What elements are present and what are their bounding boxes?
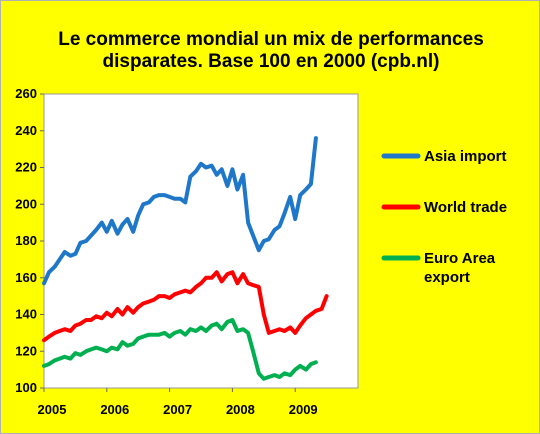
- series-line-0: [42, 136, 318, 286]
- x-tick-label: 2009: [289, 402, 318, 417]
- y-tick-label: 160: [15, 270, 37, 285]
- y-tick-label: 220: [15, 160, 37, 175]
- series-line-1: [42, 270, 329, 343]
- x-tick-label: 2007: [163, 402, 192, 417]
- legend-label-1: World trade: [424, 199, 507, 216]
- legend-label-0: Asia import: [424, 148, 507, 165]
- x-tick-label: 2006: [100, 402, 129, 417]
- y-tick-label: 200: [15, 196, 37, 211]
- plot-area: [43, 93, 359, 389]
- y-tick-label: 140: [15, 307, 37, 322]
- legend-label-2: Euro Area export: [424, 250, 496, 286]
- chart-title: Le commerce mondial un mix de performanc…: [58, 29, 484, 72]
- y-tick-label: 180: [15, 233, 37, 248]
- y-tick-label: 100: [15, 380, 37, 395]
- series-line-2: [42, 318, 318, 381]
- y-tick-label: 240: [15, 123, 37, 138]
- x-tick-label: 2008: [226, 402, 255, 417]
- y-tick-label: 260: [15, 86, 37, 101]
- y-tick-label: 120: [15, 343, 37, 358]
- x-tick-label: 2005: [38, 402, 67, 417]
